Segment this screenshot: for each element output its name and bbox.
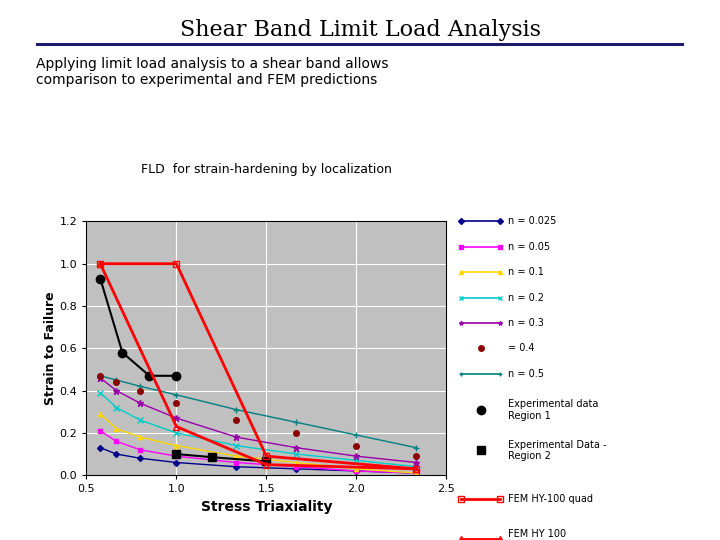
Text: FEM HY 100
triangular: FEM HY 100 triangular [508,529,566,540]
Text: Experimental Data -
Region 2: Experimental Data - Region 2 [508,440,606,461]
Text: = 0.4: = 0.4 [508,343,534,353]
Text: FEM HY-100 quad: FEM HY-100 quad [508,494,593,504]
Text: n = 0.025: n = 0.025 [508,217,556,226]
Text: n = 0.5: n = 0.5 [508,369,544,379]
Text: Shear Band Limit Load Analysis: Shear Band Limit Load Analysis [179,19,541,41]
Y-axis label: Strain to Failure: Strain to Failure [44,292,57,405]
Text: Applying limit load analysis to a shear band allows
comparison to experimental a: Applying limit load analysis to a shear … [36,57,389,87]
Text: Experimental data
Region 1: Experimental data Region 1 [508,399,598,421]
Text: FLD  for strain-hardening by localization: FLD for strain-hardening by localization [141,163,392,176]
Text: n = 0.3: n = 0.3 [508,318,544,328]
Text: n = 0.1: n = 0.1 [508,267,544,277]
Text: n = 0.2: n = 0.2 [508,293,544,302]
X-axis label: Stress Triaxiality: Stress Triaxiality [201,500,332,514]
Text: n = 0.05: n = 0.05 [508,242,550,252]
